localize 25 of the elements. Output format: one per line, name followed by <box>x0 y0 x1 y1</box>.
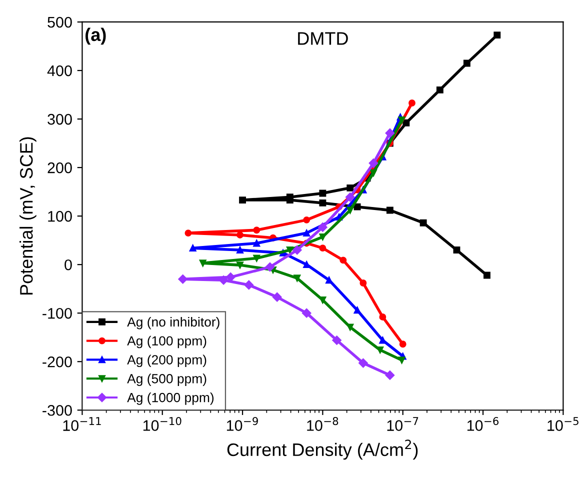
chart-title: DMTD <box>298 32 348 45</box>
x-tick-label: 10$^{−9}$ <box>226 417 258 431</box>
y-tick-label: -200 <box>42 356 72 368</box>
x-tick-label: 10$^{−8}$ <box>307 417 338 431</box>
x-tick-label: 10$^{−7}$ <box>387 417 418 431</box>
x-tick-label: 10$^{−6}$ <box>467 417 499 431</box>
legend-label: Ag (100 ppm) <box>127 336 206 348</box>
x-tick-label: 10$^{−10}$ <box>143 417 182 431</box>
y-tick-label: -100 <box>42 308 72 319</box>
x-tick-label: 10$^{−5}$ <box>548 417 578 431</box>
x-tick-label: 10$^{−11}$ <box>63 417 101 431</box>
legend-label: Ag (1000 ppm) <box>127 392 214 405</box>
legend-label: Ag (500 ppm) <box>127 374 206 386</box>
y-axis-title: Potential (mV, SCE) <box>20 137 36 295</box>
y-tick-label: 500 <box>48 16 72 28</box>
annotation: (a) <box>86 28 106 45</box>
y-tick-label: -300 <box>42 404 72 416</box>
y-tick-label: 300 <box>48 114 72 125</box>
y-tick-label: 100 <box>48 210 72 222</box>
y-tick-label: 0 <box>64 259 72 270</box>
x-axis-title: Current Density (A/cm$^{2}$) <box>227 440 418 460</box>
legend-label: Ag (200 ppm) <box>127 354 206 368</box>
y-tick-label: 400 <box>47 65 72 76</box>
legend-label: Ag (no inhibitor) <box>127 316 220 330</box>
y-tick-label: 200 <box>48 162 72 174</box>
